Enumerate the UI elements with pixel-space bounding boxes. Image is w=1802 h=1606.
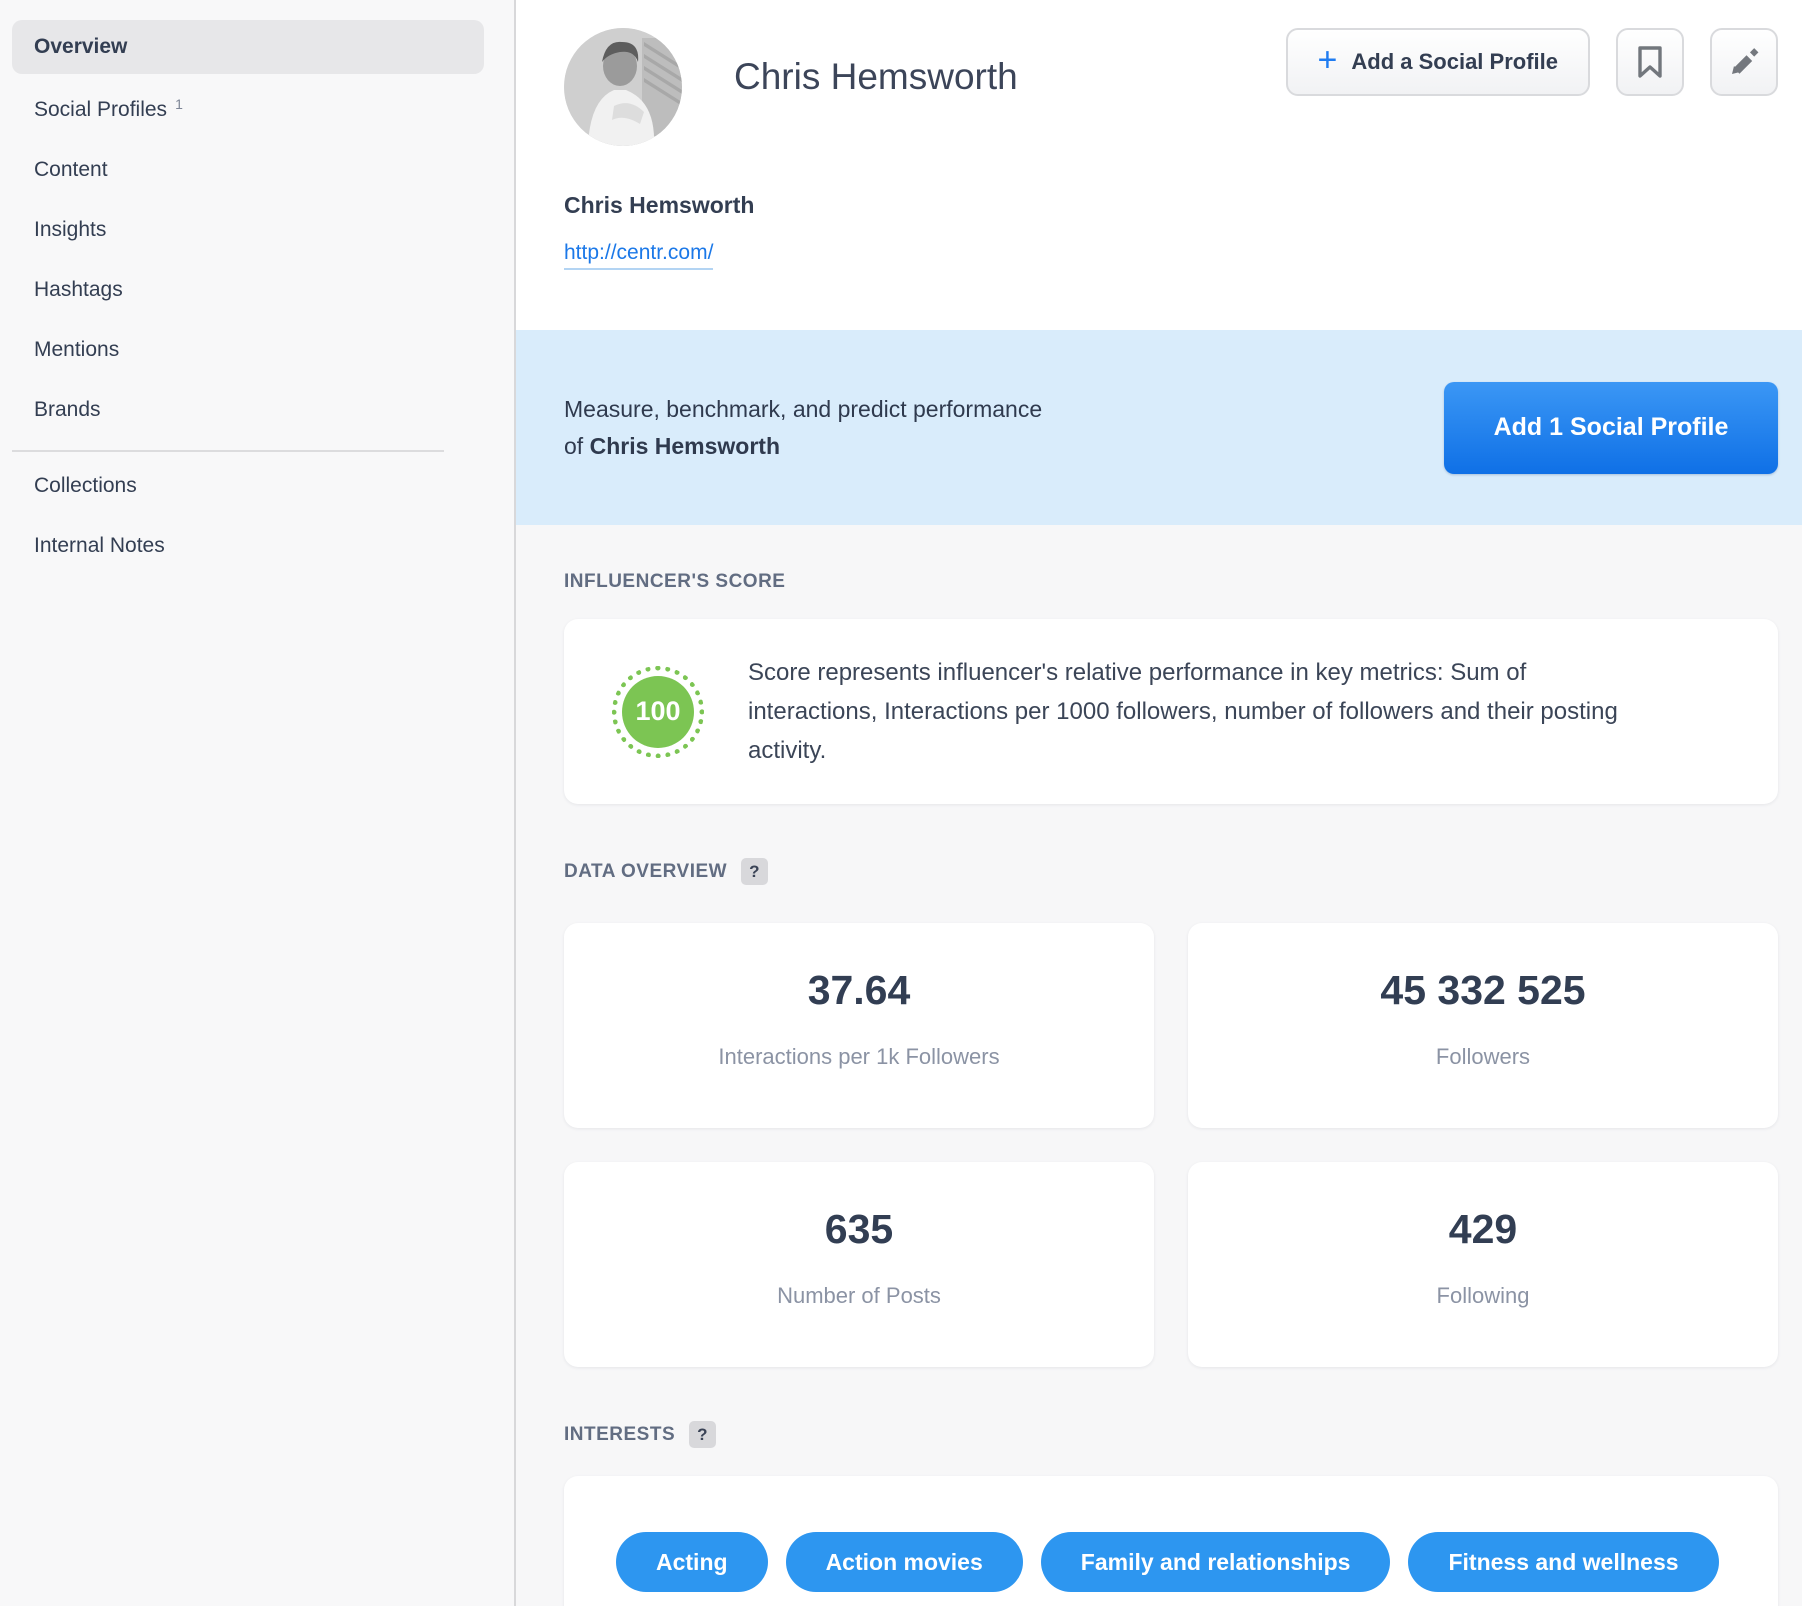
profile-header: Chris Hemsworth + Add a Social Profile: [516, 0, 1802, 330]
plus-icon: +: [1317, 41, 1338, 79]
edit-button[interactable]: [1710, 28, 1778, 96]
score-description: Score represents influencer's relative p…: [748, 659, 1618, 764]
stat-value: 45 332 525: [1380, 967, 1586, 1013]
sidebar-item-mentions[interactable]: Mentions: [0, 320, 514, 380]
interest-tags: Acting Action movies Family and relation…: [616, 1532, 1738, 1592]
influencers-score-heading: INFLUENCER'S SCORE: [564, 571, 1778, 593]
sidebar-item-label: Internal Notes: [34, 534, 165, 557]
promo-banner: Measure, benchmark, and predict performa…: [516, 330, 1802, 525]
sidebar-item-label: Content: [34, 158, 108, 181]
stat-card-posts: 635 Number of Posts: [564, 1162, 1154, 1367]
profile-name: Chris Hemsworth: [564, 192, 755, 218]
stat-card-interactions: 37.64 Interactions per 1k Followers: [564, 923, 1154, 1128]
avatar-portrait-graphic: [564, 28, 682, 146]
data-overview-title: DATA OVERVIEW: [564, 860, 728, 882]
influencers-score-card: 100 Score represents influencer's relati…: [564, 619, 1778, 804]
bookmark-button[interactable]: [1616, 28, 1684, 96]
stat-card-following: 429 Following: [1188, 1162, 1778, 1367]
add-1-social-profile-button[interactable]: Add 1 Social Profile: [1444, 381, 1778, 474]
add-social-profile-button[interactable]: + Add a Social Profile: [1285, 28, 1590, 96]
stats-grid: 37.64 Interactions per 1k Followers 45 3…: [564, 923, 1778, 1367]
interests-title: INTERESTS: [564, 1423, 676, 1445]
header-actions: + Add a Social Profile: [1285, 28, 1778, 96]
stat-value: 429: [1448, 1206, 1518, 1252]
banner-line1: Measure, benchmark, and predict performa…: [564, 395, 1043, 422]
interest-tag[interactable]: Acting: [616, 1532, 768, 1592]
interest-tag[interactable]: Action movies: [785, 1532, 1023, 1592]
sidebar-item-insights[interactable]: Insights: [0, 200, 514, 260]
sidebar-item-label: Insights: [34, 218, 107, 241]
interest-tag[interactable]: Family and relationships: [1040, 1532, 1391, 1592]
page-title: Chris Hemsworth: [734, 56, 1018, 97]
sidebar-item-collections[interactable]: Collections: [0, 456, 514, 516]
sidebar-item-overview[interactable]: Overview: [12, 20, 484, 74]
sidebar-item-internal-notes[interactable]: Internal Notes: [0, 516, 514, 576]
sidebar: Overview Social Profiles 1 Content Insig…: [0, 0, 516, 1606]
banner-line2-prefix: of: [564, 432, 590, 459]
sidebar-item-content[interactable]: Content: [0, 140, 514, 200]
sidebar-item-label: Overview: [34, 35, 128, 58]
sidebar-divider: [12, 450, 444, 452]
pencil-icon: [1732, 48, 1759, 74]
stat-card-followers: 45 332 525 Followers: [1188, 923, 1778, 1128]
sidebar-item-label: Mentions: [34, 338, 120, 361]
sidebar-item-social-profiles[interactable]: Social Profiles 1: [0, 80, 514, 140]
avatar: [564, 28, 682, 146]
stat-value: 37.64: [807, 967, 911, 1013]
question-icon[interactable]: ?: [689, 1421, 717, 1448]
score-badge: 100: [612, 665, 704, 758]
website-link[interactable]: http://centr.com/: [564, 241, 714, 270]
page-body: INFLUENCER'S SCORE 100 Score represents …: [516, 525, 1802, 1606]
sidebar-item-label: Collections: [34, 474, 137, 497]
stat-value: 635: [824, 1206, 894, 1252]
stat-label: Following: [1436, 1283, 1530, 1308]
banner-message: Measure, benchmark, and predict performa…: [564, 391, 1042, 465]
bookmark-icon: [1638, 46, 1662, 78]
sidebar-item-hashtags[interactable]: Hashtags: [0, 260, 514, 320]
sidebar-item-label: Brands: [34, 398, 101, 421]
interests-heading: INTERESTS ?: [564, 1421, 1778, 1448]
influencers-score-title: INFLUENCER'S SCORE: [564, 571, 786, 592]
add-social-profile-label: Add a Social Profile: [1351, 49, 1558, 74]
interests-card: Acting Action movies Family and relation…: [564, 1476, 1778, 1606]
main-content: Chris Hemsworth + Add a Social Profile: [516, 0, 1802, 1606]
data-overview-heading: DATA OVERVIEW ?: [564, 858, 1778, 885]
stat-label: Followers: [1435, 1044, 1531, 1069]
score-value: 100: [622, 675, 694, 748]
sidebar-item-label: Social Profiles: [34, 98, 168, 121]
sidebar-item-label: Hashtags: [34, 278, 123, 301]
social-profiles-count-badge: 1: [175, 96, 183, 112]
question-icon[interactable]: ?: [741, 858, 769, 885]
banner-influencer-name: Chris Hemsworth: [589, 432, 781, 459]
interest-tag[interactable]: Fitness and wellness: [1408, 1532, 1719, 1592]
sidebar-item-brands[interactable]: Brands: [0, 380, 514, 440]
stat-label: Interactions per 1k Followers: [718, 1044, 1000, 1069]
stat-label: Number of Posts: [777, 1283, 941, 1308]
